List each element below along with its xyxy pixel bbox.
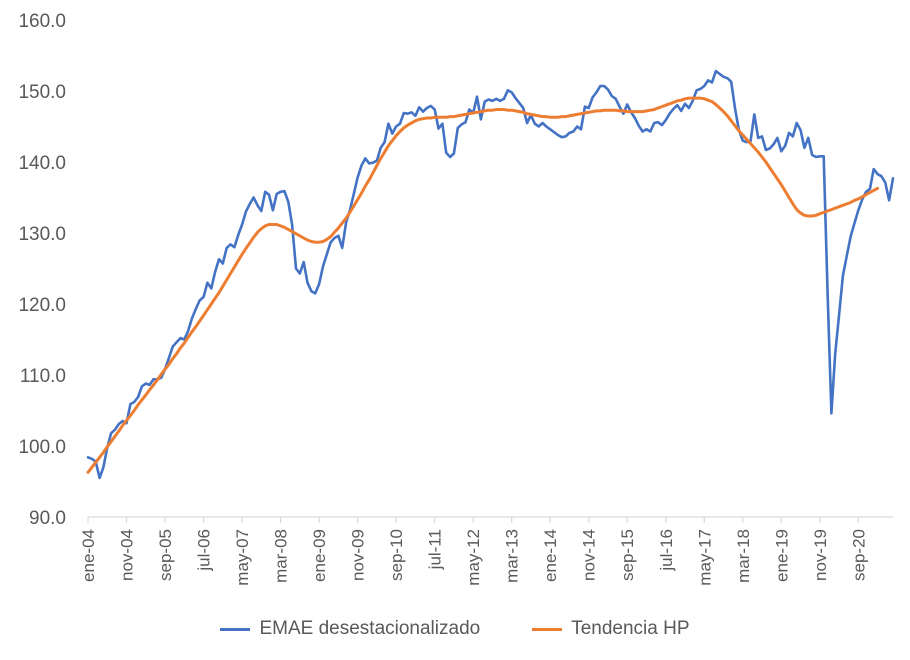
y-tick-label: 120.0 (18, 295, 66, 316)
legend-swatch-hp-trend (532, 627, 563, 631)
y-tick-label: 100.0 (18, 437, 66, 458)
x-tick-label: nov-19 (811, 529, 830, 581)
x-tick-label: may-07 (233, 529, 252, 586)
y-tick-label: 150.0 (18, 82, 66, 103)
y-tick-label: 160.0 (18, 11, 66, 32)
x-tick-label: jul-06 (195, 529, 214, 572)
x-tick-label: jul-16 (657, 529, 676, 572)
x-tick-label: sep-10 (387, 529, 406, 581)
legend-item-hp-trend: Tendencia HP (532, 618, 690, 640)
x-tick-label: mar-18 (734, 529, 753, 583)
x-tick-label: ene-09 (310, 529, 329, 582)
x-tick-label: mar-08 (272, 529, 291, 583)
x-tick-label: may-17 (695, 529, 714, 586)
x-tick-label: jul-11 (426, 529, 445, 570)
x-tick-label: sep-20 (849, 529, 868, 581)
legend-label-hp-trend: Tendencia HP (571, 618, 690, 639)
x-tick-label: ene-04 (79, 529, 98, 582)
series-lines (86, 69, 895, 480)
x-tick-label: ene-19 (772, 529, 791, 582)
y-tick-label: 140.0 (18, 153, 66, 174)
legend-item-emae: EMAE desestacionalizado (220, 618, 480, 640)
legend-label-emae: EMAE desestacionalizado (259, 618, 481, 639)
y-tick-label: 110.0 (20, 366, 66, 387)
x-tick-label: sep-15 (618, 529, 637, 581)
series-line-emae (86, 69, 895, 480)
x-tick-label: nov-04 (118, 529, 137, 581)
series-line-hp-trend (86, 96, 880, 474)
y-tick-label: 130.0 (18, 224, 66, 245)
x-tick-label: nov-09 (349, 529, 368, 581)
x-tick-label: mar-13 (503, 529, 522, 583)
x-tick-label: may-12 (464, 529, 483, 586)
chart-legend: EMAE desestacionalizado Tendencia HP (0, 618, 910, 640)
x-tick-label: nov-14 (580, 529, 599, 581)
y-axis-tick-labels: 90.0 100.0 110.0 120.0 130.0 140.0 150.0 160.0 (18, 11, 66, 529)
x-axis-tick-labels: ene-04 nov-04 sep-05 jul-06 may-07 mar-08 ene-… (79, 517, 868, 586)
x-tick-label: sep-05 (156, 529, 175, 581)
y-tick-label: 90.0 (29, 508, 66, 529)
x-tick-label: ene-14 (541, 529, 560, 582)
legend-swatch-emae (220, 627, 251, 631)
